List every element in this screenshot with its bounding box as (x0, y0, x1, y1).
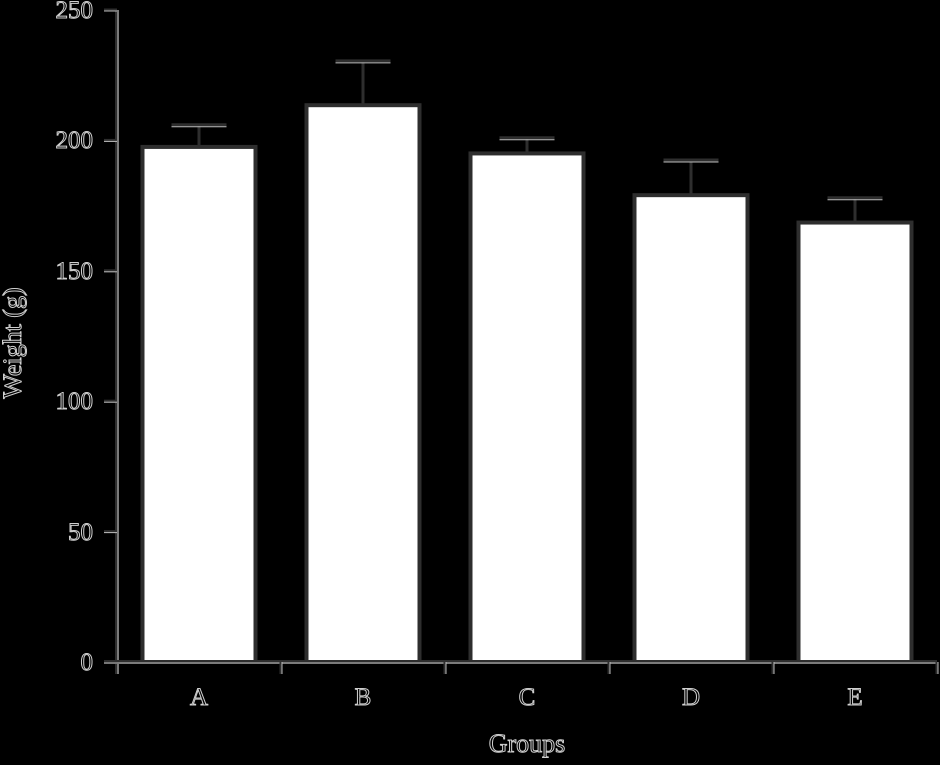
bar-c (468, 151, 586, 664)
x-tick-label-e: E (847, 684, 863, 711)
bar-b (304, 103, 422, 664)
y-tick-label: 50 (68, 518, 94, 546)
x-tick-label-a: A (189, 684, 209, 711)
bar-a (140, 144, 258, 665)
bar-e (796, 220, 914, 664)
y-tick-label: 200 (55, 127, 94, 155)
bar-group-b (304, 59, 422, 664)
x-tick-label-c: C (518, 684, 536, 711)
bar-group-e (796, 196, 914, 664)
x-tick-label-d: D (681, 684, 701, 711)
y-tick-label: 0 (80, 649, 94, 676)
y-axis-title: Weight (g) (0, 287, 28, 399)
y-tick-label: 150 (55, 257, 94, 285)
bar-group-a (140, 123, 258, 665)
x-tick-label-b: B (354, 684, 372, 711)
axes-layer (104, 8, 939, 674)
bars-layer (140, 59, 914, 665)
y-tick-label: 250 (55, 0, 94, 24)
y-tick-label: 100 (55, 388, 94, 416)
bar-group-d (632, 158, 750, 664)
x-axis-title: Groups (488, 729, 566, 758)
bar-group-c (468, 136, 586, 664)
bar-d (632, 193, 750, 664)
